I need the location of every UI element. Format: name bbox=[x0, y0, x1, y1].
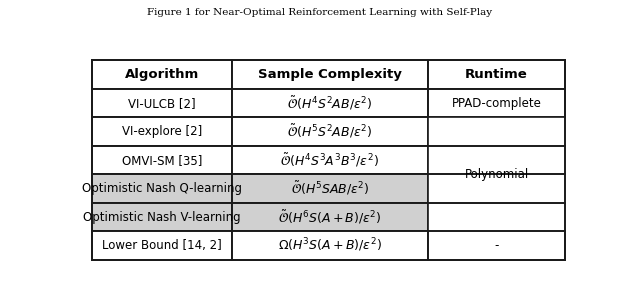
Bar bbox=[232, 174, 428, 203]
Text: $\tilde{\mathcal{O}}(H^5SAB/\epsilon^2)$: $\tilde{\mathcal{O}}(H^5SAB/\epsilon^2)$ bbox=[291, 180, 369, 197]
Text: $\tilde{\mathcal{O}}(H^4S^3A^3B^3/\epsilon^2)$: $\tilde{\mathcal{O}}(H^4S^3A^3B^3/\epsil… bbox=[280, 151, 380, 169]
Text: Figure 1 for Near-Optimal Reinforcement Learning with Self-Play: Figure 1 for Near-Optimal Reinforcement … bbox=[147, 8, 493, 17]
Bar bbox=[232, 231, 428, 260]
Text: Runtime: Runtime bbox=[465, 68, 528, 81]
Bar bbox=[92, 231, 232, 260]
Text: $\tilde{\mathcal{O}}(H^5S^2AB/\epsilon^2)$: $\tilde{\mathcal{O}}(H^5S^2AB/\epsilon^2… bbox=[287, 123, 372, 140]
Bar bbox=[92, 89, 232, 117]
Bar bbox=[428, 231, 565, 260]
Text: Optimistic Nash V-learning: Optimistic Nash V-learning bbox=[83, 211, 241, 224]
Bar bbox=[92, 174, 232, 203]
Text: Polynomial: Polynomial bbox=[465, 168, 529, 181]
Bar bbox=[232, 89, 428, 117]
Bar bbox=[92, 117, 232, 146]
Text: Algorithm: Algorithm bbox=[125, 68, 199, 81]
Bar bbox=[232, 146, 428, 174]
Text: Sample Complexity: Sample Complexity bbox=[258, 68, 402, 81]
Text: Lower Bound [14, 2]: Lower Bound [14, 2] bbox=[102, 239, 222, 252]
Text: $\Omega(H^3S(A+B)/\epsilon^2)$: $\Omega(H^3S(A+B)/\epsilon^2)$ bbox=[278, 237, 382, 254]
Bar bbox=[232, 117, 428, 146]
Bar bbox=[428, 117, 565, 231]
Text: $\tilde{\mathcal{O}}(H^4S^2AB/\epsilon^2)$: $\tilde{\mathcal{O}}(H^4S^2AB/\epsilon^2… bbox=[287, 95, 372, 112]
Bar bbox=[92, 203, 232, 231]
Bar bbox=[428, 61, 565, 89]
Text: VI-ULCB [2]: VI-ULCB [2] bbox=[128, 97, 196, 110]
Bar bbox=[92, 146, 232, 174]
Bar bbox=[92, 61, 565, 260]
Text: $\tilde{\mathcal{O}}(H^6S(A+B)/\epsilon^2)$: $\tilde{\mathcal{O}}(H^6S(A+B)/\epsilon^… bbox=[278, 208, 382, 226]
Bar bbox=[428, 89, 565, 117]
Text: Optimistic Nash Q-learning: Optimistic Nash Q-learning bbox=[82, 182, 242, 195]
Text: OMVI-SM [35]: OMVI-SM [35] bbox=[122, 154, 202, 167]
Text: PPAD-complete: PPAD-complete bbox=[452, 97, 541, 110]
Bar bbox=[232, 61, 428, 89]
Text: -: - bbox=[494, 239, 499, 252]
Text: VI-explore [2]: VI-explore [2] bbox=[122, 125, 202, 138]
Bar bbox=[92, 61, 232, 89]
Bar bbox=[232, 203, 428, 231]
